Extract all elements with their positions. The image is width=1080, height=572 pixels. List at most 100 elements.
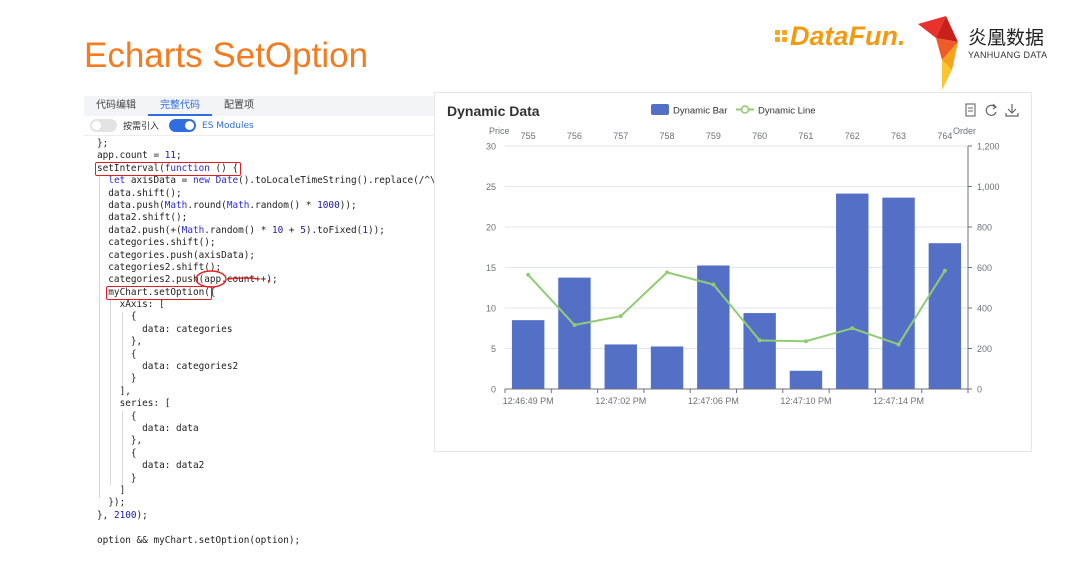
y-left-tick-label: 15 (486, 263, 496, 273)
code-line: }, (97, 435, 143, 447)
legend-line-marker (740, 105, 750, 114)
line-point (526, 272, 531, 277)
y-right-tick-label: 1,200 (977, 142, 1000, 152)
restore-icon (985, 103, 997, 116)
y-left-tick-label: 0 (491, 385, 496, 395)
code-line: series: [ (97, 398, 171, 410)
save-image-icon (1005, 104, 1019, 117)
indent-guide (121, 311, 123, 386)
chart-panel: Dynamic Data Dynamic Bar Dynamic Line Price… (434, 92, 1032, 452)
code-line: { (97, 311, 137, 323)
dynamic-chart: Dynamic Data Dynamic Bar Dynamic Line Price… (447, 103, 1019, 406)
y-left-tick-label: 25 (486, 182, 496, 192)
line-point (618, 314, 623, 319)
es-modules-toggle[interactable] (169, 119, 197, 132)
x-top-tick-label: 758 (660, 131, 675, 141)
chart-title: Dynamic Data (447, 103, 540, 119)
code-line: } (97, 472, 137, 484)
code-line: categories.push(axisData); (97, 249, 256, 261)
code-line: xAxis: [ (97, 299, 165, 311)
tab-code-edit[interactable]: 代码编辑 (96, 100, 136, 111)
datafun-logo: DataFun. (775, 18, 906, 54)
bar (604, 344, 637, 389)
code-editor-panel: 代码编辑 完整代码 配置项 按需引入 ES Modules }; app.coun… (84, 96, 481, 554)
bar (789, 370, 823, 389)
code-area[interactable]: }; app.count = 11; setInterval(function ()… (84, 136, 481, 547)
bar (743, 313, 776, 389)
code-line: categories2.shift(); (97, 261, 222, 273)
bar (511, 320, 545, 389)
tab-config[interactable]: 配置项 (224, 100, 254, 111)
x-top-tick-label: 762 (845, 131, 860, 141)
x-top-tick-label: 756 (567, 131, 582, 141)
line-point (896, 342, 901, 347)
x-top-tick-label: 760 (752, 131, 767, 141)
code-line: data: data (97, 422, 199, 434)
y-left-tick-label: 30 (486, 142, 496, 152)
line-point (850, 326, 855, 331)
highlight-box (106, 285, 213, 301)
line-point (942, 268, 947, 273)
annotation-circle (195, 270, 271, 289)
code-line: data: categories2 (97, 361, 239, 373)
x-top-tick-label: 763 (891, 131, 906, 141)
code-line: setInterval(function () { (97, 162, 239, 174)
x-bottom-tick-label: 12:47:10 PM (780, 396, 831, 406)
bar (882, 197, 915, 389)
x-top-tick-label: 761 (798, 131, 813, 141)
code-line: }, 2100); (97, 509, 148, 521)
legend-bar-swatch (651, 104, 669, 115)
line-point (757, 338, 762, 343)
yanhuang-logo-en: YANHUANG DATA (968, 50, 1048, 60)
bar (928, 243, 962, 389)
yanhuang-logo: 炎凰数据 YANHUANG DATA (912, 10, 1072, 95)
y-left-tick-label: 5 (491, 344, 496, 354)
x-top-tick-label: 757 (613, 131, 628, 141)
line-series (527, 270, 946, 346)
code-line: myChart.setOption({ (97, 286, 216, 298)
editor-tabs: 代码编辑 完整代码 配置项 (84, 96, 458, 116)
datafun-dots-icon (775, 30, 787, 42)
indent-guide (110, 299, 112, 486)
legend-line-label: Dynamic Line (758, 106, 816, 117)
x-bottom-tick-label: 12:47:06 PM (688, 396, 739, 406)
code-line: } (97, 373, 137, 385)
line-point (572, 323, 577, 328)
code-line: option && myChart.setOption(option); (97, 534, 301, 546)
bar (650, 346, 684, 389)
data-view-icon (965, 103, 976, 117)
y-right-tick-label: 1,000 (977, 182, 1000, 192)
code-line: data2.push(+(Math.random() * 10 + 5).toF… (97, 224, 385, 236)
y-left-tick-label: 10 (486, 304, 496, 314)
code-line: app.count = 11; (97, 150, 182, 162)
y-right-tick-label: 0 (977, 385, 982, 395)
code-line: { (97, 410, 137, 422)
x-bottom-tick-label: 12:46:49 PM (503, 396, 554, 406)
y-right-tick-label: 200 (977, 344, 992, 354)
yanhuang-bird-icon (918, 16, 958, 90)
code-line: let axisData = new Date().toLocaleTimeSt… (108, 175, 481, 187)
on-demand-import-toggle[interactable] (90, 119, 117, 132)
legend-bar-label: Dynamic Bar (673, 106, 727, 117)
line-point (711, 282, 716, 287)
code-line: data.shift(); (97, 187, 182, 199)
bar (558, 277, 591, 389)
x-bottom-tick-label: 12:47:14 PM (873, 396, 924, 406)
tab-full-code[interactable]: 完整代码 (148, 96, 212, 116)
y-right-tick-label: 400 (977, 304, 992, 314)
x-bottom-tick-label: 12:47:02 PM (595, 396, 646, 406)
indent-guide (99, 175, 100, 498)
code-line: data.push(Math.round(Math.random() * 100… (97, 199, 357, 211)
code-line: }, (97, 336, 143, 348)
code-line: data: categories (97, 323, 233, 335)
code-line: data: data2 (97, 460, 205, 472)
bar (836, 193, 869, 389)
editor-toggles: 按需引入 ES Modules (84, 116, 458, 136)
indent-guide (121, 410, 123, 486)
highlight-box (95, 161, 241, 177)
line-point (665, 270, 670, 275)
code-line (97, 522, 458, 534)
code-line: categories.shift(); (97, 237, 216, 249)
code-line: data2.shift(); (97, 212, 188, 224)
line-point (803, 339, 808, 344)
